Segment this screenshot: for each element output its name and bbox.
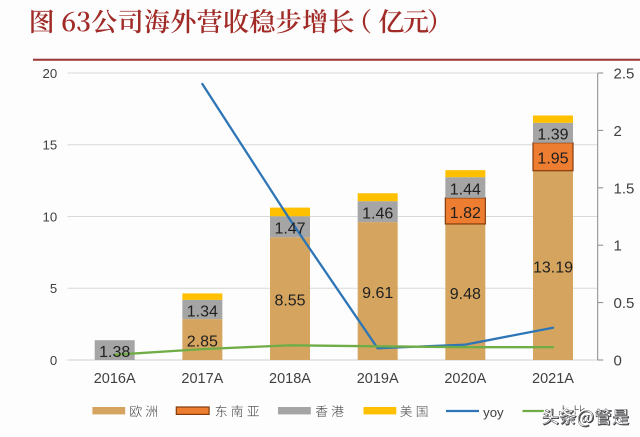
- svg-text:1.46: 1.46: [362, 206, 393, 223]
- svg-text:20: 20: [43, 66, 58, 81]
- svg-text:0.5: 0.5: [614, 295, 635, 312]
- svg-text:1.5: 1.5: [614, 180, 635, 197]
- svg-text:13.19: 13.19: [533, 259, 573, 276]
- svg-text:1: 1: [614, 238, 622, 255]
- svg-text:1.44: 1.44: [450, 181, 481, 198]
- svg-text:2016A: 2016A: [94, 371, 136, 387]
- svg-text:10: 10: [43, 209, 58, 224]
- svg-text:1.38: 1.38: [99, 344, 130, 361]
- svg-text:2017A: 2017A: [181, 371, 223, 387]
- svg-text:0: 0: [50, 353, 57, 368]
- svg-text:2021A: 2021A: [532, 371, 574, 387]
- svg-text:1.39: 1.39: [537, 127, 568, 144]
- svg-text:15: 15: [43, 138, 58, 153]
- svg-text:9.61: 9.61: [362, 285, 393, 302]
- svg-text:5: 5: [50, 281, 57, 296]
- svg-text:1.34: 1.34: [187, 303, 218, 320]
- svg-text:1.82: 1.82: [450, 205, 481, 222]
- svg-text:1.47: 1.47: [274, 221, 305, 238]
- svg-text:2.85: 2.85: [187, 333, 218, 350]
- svg-text:2: 2: [614, 123, 622, 140]
- svg-text:9.48: 9.48: [450, 286, 481, 303]
- svg-text:1.95: 1.95: [537, 151, 568, 168]
- svg-text:2018A: 2018A: [269, 371, 311, 387]
- svg-text:yoy: yoy: [483, 405, 504, 420]
- svg-text:2019A: 2019A: [357, 371, 399, 387]
- svg-text:0: 0: [614, 353, 622, 370]
- svg-text:2020A: 2020A: [444, 371, 486, 387]
- svg-text:8.55: 8.55: [274, 293, 305, 310]
- svg-text:2.5: 2.5: [614, 66, 635, 83]
